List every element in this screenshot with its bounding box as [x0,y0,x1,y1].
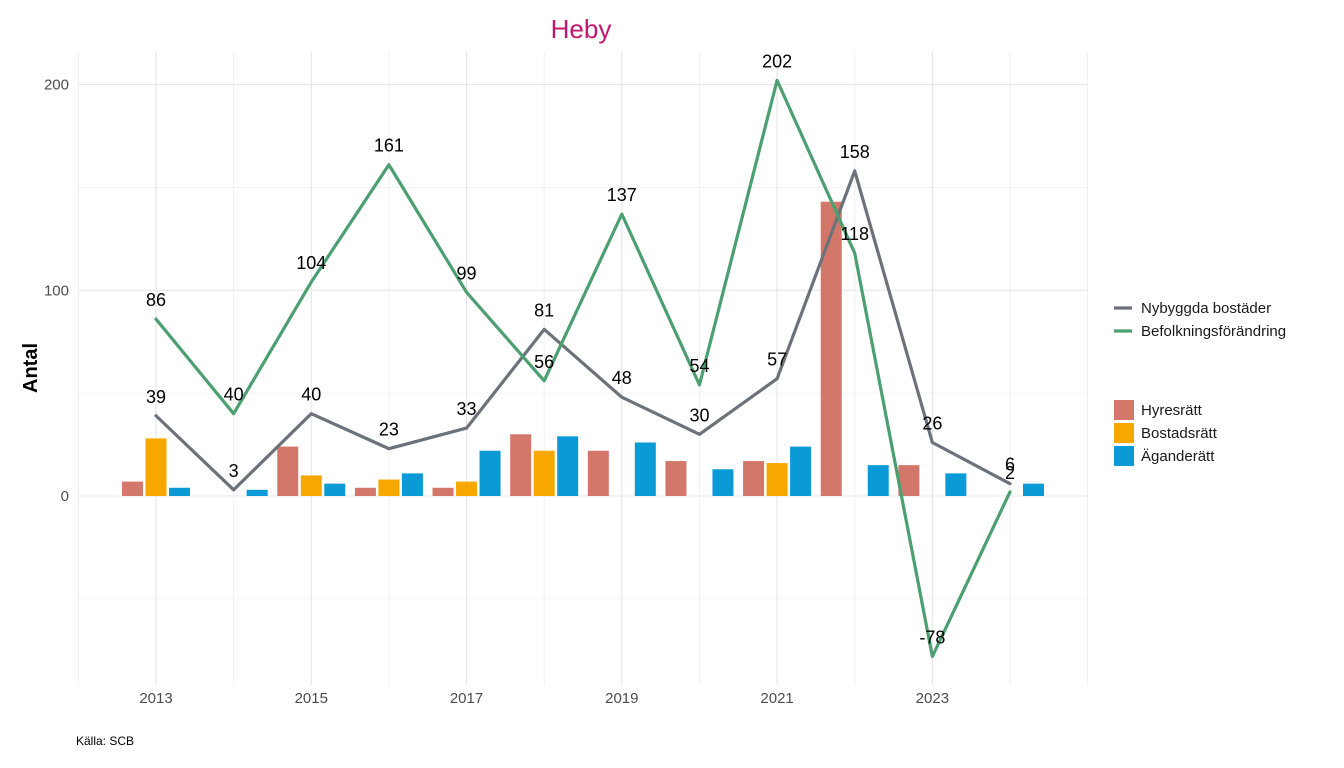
data-label: 99 [457,263,477,283]
bar-hyresr-tt-2022 [820,201,842,496]
x-tick-label: 2013 [139,690,172,707]
data-labels: 39 3 40 23 33 81 48 30 57 158 26 6 86 40 104 161 99 56 137… [146,51,1015,647]
bar--gander-tt-2020 [712,469,734,496]
bar--gander-tt-2024 [1023,483,1044,496]
legend-bar-key [1114,446,1134,466]
data-label: 137 [607,185,637,205]
data-label: 158 [840,142,870,162]
bar-bostadsr-tt-2013 [145,438,167,496]
bar-hyresr-tt-2019 [587,450,609,496]
data-label: 33 [457,399,477,419]
bar-hyresr-tt-2017 [432,487,454,496]
y-tick-label: 200 [44,77,69,94]
data-label: 104 [296,253,326,273]
data-label: 3 [229,461,239,481]
bar-bostadsr-tt-2018 [533,450,555,496]
bar--gander-tt-2016 [401,473,423,496]
bar--gander-tt-2022 [867,465,889,496]
bars [122,201,1044,496]
x-tick-label: 2021 [760,690,793,707]
lines [154,78,1012,659]
legend-label: Äganderätt [1141,448,1215,465]
data-label: 2 [1005,463,1015,483]
data-label: 23 [379,420,399,440]
bar-hyresr-tt-2020 [665,461,687,496]
data-label: 57 [767,350,787,370]
x-tick-label: 2017 [450,690,483,707]
y-tick-label: 100 [44,282,69,299]
data-label: 161 [374,136,404,156]
y-axis-label: Antal [20,343,42,393]
x-tick-label: 2023 [916,690,949,707]
bar-hyresr-tt-2016 [354,487,376,496]
legend-label: Hyresrätt [1141,402,1203,419]
bar-hyresr-tt-2023 [898,465,920,496]
data-label: 30 [689,405,709,425]
data-label: 86 [146,290,166,310]
grid [77,52,1089,685]
source-caption: Källa: SCB [76,734,134,748]
legend-label: Nybyggda bostäder [1141,300,1271,317]
x-tick-label: 2019 [605,690,638,707]
bar-hyresr-tt-2013 [122,481,143,496]
data-label: 40 [301,385,321,405]
data-label: -78 [919,627,945,647]
y-tick-label: 0 [61,488,69,505]
legend-bar-key [1114,400,1134,420]
data-label: 81 [534,300,554,320]
data-label: 40 [224,385,244,405]
bar-bostadsr-tt-2021 [766,463,788,496]
legend: Nybyggda bostäder Befolkningsförändring Hy… [1114,300,1286,466]
bar--gander-tt-2023 [945,473,967,496]
data-label: 48 [612,368,632,388]
data-label: 6 [1005,455,1015,475]
data-label: 26 [922,414,942,434]
bar-hyresr-tt-2015 [277,446,299,496]
line-befolkningsf-r-ndring [154,78,1012,659]
bar-bostadsr-tt-2016 [378,479,400,496]
chart-title: Heby [551,14,612,44]
bar--gander-tt-2021 [790,446,812,496]
axes: 0 100 200 2013 2015 2017 2019 2021 2023 [44,77,949,708]
bar-hyresr-tt-2021 [743,461,765,496]
bar--gander-tt-2013 [169,487,190,496]
bar--gander-tt-2018 [557,436,579,496]
bar--gander-tt-2015 [324,483,346,496]
data-label: 54 [689,356,709,376]
legend-bar-key [1114,423,1134,443]
data-label: 118 [840,224,869,244]
bar--gander-tt-2014 [246,489,268,496]
bar-bostadsr-tt-2017 [456,481,478,496]
bar-bostadsr-tt-2015 [300,475,322,496]
line-nybyggda-bost-der [154,169,1012,492]
bar-hyresr-tt-2018 [510,434,532,496]
bar--gander-tt-2017 [479,450,501,496]
legend-label: Befolkningsförändring [1141,323,1286,340]
bar--gander-tt-2019 [634,442,656,496]
legend-label: Bostadsrätt [1141,425,1218,442]
data-label: 202 [762,51,792,71]
data-label: 39 [146,387,166,407]
data-label: 56 [534,352,554,372]
x-tick-label: 2015 [295,690,328,707]
